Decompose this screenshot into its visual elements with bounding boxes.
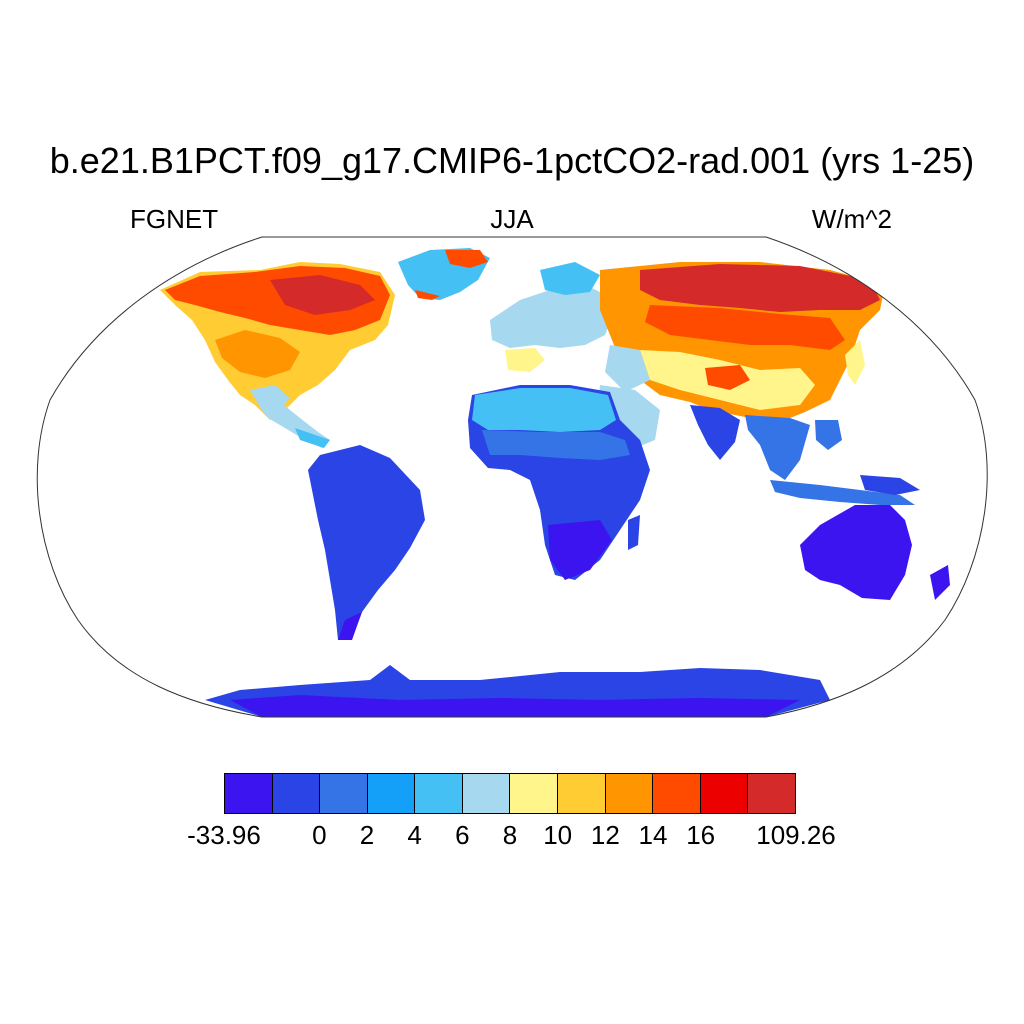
arabia bbox=[598, 385, 660, 450]
colorbar-tick-label: -33.96 bbox=[187, 820, 261, 850]
colorbar-tick-label: 4 bbox=[407, 820, 422, 850]
colorbar-box bbox=[320, 773, 368, 814]
colorbar-tick-label: 6 bbox=[455, 820, 470, 850]
colorbar-box bbox=[510, 773, 559, 814]
india bbox=[690, 405, 740, 460]
colorbar-box bbox=[748, 773, 796, 814]
europe bbox=[490, 282, 615, 348]
plot-title: b.e21.B1PCT.f09_g17.CMIP6-1pctCO2-rad.00… bbox=[49, 140, 975, 181]
colorbar-box bbox=[272, 773, 321, 814]
colorbar-tick-label: 14 bbox=[638, 820, 668, 850]
colorbar-tick-label: 16 bbox=[686, 820, 716, 850]
colorbar-tick-label: 10 bbox=[543, 820, 573, 850]
colorbar-box bbox=[415, 773, 463, 814]
map-border bbox=[36, 236, 988, 718]
indonesia bbox=[770, 480, 915, 505]
units-label: W/m^2 bbox=[811, 204, 892, 234]
southeast-asia bbox=[745, 415, 810, 480]
colorbar-tick-label: 109.26 bbox=[756, 820, 836, 850]
variable-label: FGNET bbox=[130, 204, 219, 234]
colorbar-tick-label: 2 bbox=[359, 820, 375, 850]
australia bbox=[800, 505, 912, 600]
madagascar bbox=[628, 515, 640, 550]
colorbar-tick-label: 8 bbox=[502, 820, 518, 850]
colorbar-box bbox=[700, 773, 749, 814]
colorbar-tick-label: 0 bbox=[312, 820, 327, 850]
colorbar-box bbox=[605, 773, 654, 814]
japan bbox=[845, 340, 865, 385]
season-label: JJA bbox=[490, 204, 534, 234]
colorbar-box bbox=[653, 773, 701, 814]
colorbar-box bbox=[367, 773, 416, 814]
new-zealand bbox=[930, 565, 950, 600]
colorbar-box bbox=[462, 773, 511, 814]
colorbar-box bbox=[224, 773, 273, 814]
colorbar-box bbox=[558, 773, 606, 814]
colorbar bbox=[224, 773, 796, 814]
colorbar-tick-label: 12 bbox=[590, 820, 620, 850]
south-america bbox=[308, 445, 425, 640]
colorbar-labels: -33.96 0 2 4 6 8 10 12 14 16 109.26 bbox=[0, 820, 1024, 860]
